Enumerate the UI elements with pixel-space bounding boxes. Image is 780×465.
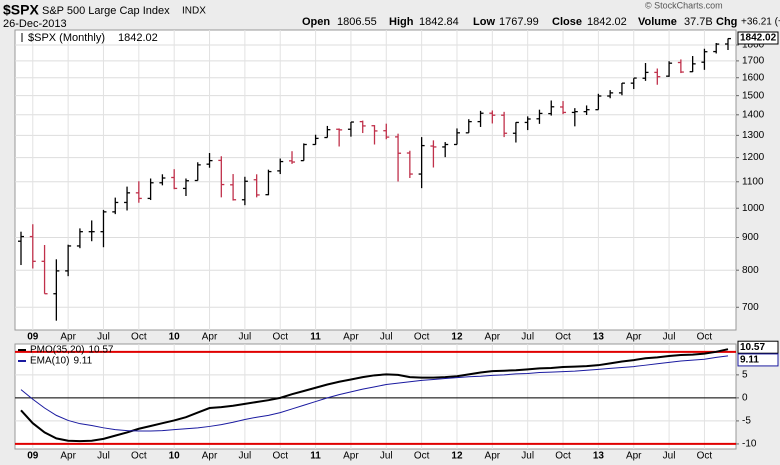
x-tick-label: Apr (626, 451, 642, 462)
y-tick-label: 1400 (742, 109, 765, 120)
y-tick-label: 1600 (742, 72, 765, 83)
x-tick-label: Jul (521, 332, 534, 343)
x-tick-label: Apr (343, 332, 359, 343)
symbol: $SPX (3, 2, 39, 18)
pmo-line (20, 348, 729, 443)
pmo-line (20, 355, 729, 432)
x-tick-label: Oct (414, 451, 430, 462)
x-tick-label: Apr (626, 332, 642, 343)
x-tick-label: 12 (451, 332, 463, 343)
legend-label: EMA(10) (30, 356, 69, 367)
y-tick-label: 1000 (742, 203, 765, 214)
y-tick-label: 1500 (742, 90, 765, 101)
legend-label: $SPX (Monthly) (28, 32, 105, 44)
x-tick-label: 11 (310, 332, 321, 343)
legend-value: 10.57 (88, 345, 113, 356)
x-tick-label: Apr (343, 451, 359, 462)
x-tick-label: Jul (97, 332, 110, 343)
y-tick-label: 5 (742, 369, 748, 380)
x-tick-label: Apr (60, 332, 76, 343)
high-label: High (389, 16, 414, 28)
legend-value: 9.11 (73, 356, 92, 367)
index-name: S&P 500 Large Cap Index (42, 5, 170, 17)
price-panel (14, 29, 737, 331)
date: 26-Dec-2013 (3, 18, 67, 30)
x-tick-label: Apr (202, 332, 218, 343)
x-tick-label: Oct (131, 451, 147, 462)
last-value-label: 9.11 (740, 355, 759, 366)
exchange: INDX (182, 6, 206, 17)
x-tick-label: Jul (238, 332, 251, 343)
y-tick-label: 1100 (742, 176, 764, 187)
open-label: Open (302, 16, 330, 28)
low-value: 1767.99 (499, 16, 539, 28)
x-tick-label: 12 (451, 451, 463, 462)
credit: © StockCharts.com (645, 0, 723, 10)
x-tick-label: 09 (27, 332, 39, 343)
close-label: Close (552, 16, 582, 28)
x-tick-label: 13 (593, 451, 605, 462)
low-label: Low (473, 16, 495, 28)
volume-label: Volume (638, 16, 677, 28)
x-tick-label: Oct (272, 332, 288, 343)
x-tick-label: Apr (202, 451, 218, 462)
x-tick-label: Oct (697, 332, 713, 343)
x-tick-label: Jul (380, 332, 393, 343)
last-value-label: 10.57 (740, 342, 765, 353)
x-tick-label: Oct (555, 451, 571, 462)
y-tick-label: 1300 (742, 130, 765, 141)
x-tick-label: 13 (593, 332, 605, 343)
last-price-label: 1842.02 (740, 33, 777, 44)
x-tick-label: Apr (485, 451, 501, 462)
x-tick-label: Jul (663, 332, 676, 343)
legend-value: 1842.02 (118, 32, 158, 44)
high-value: 1842.84 (419, 16, 459, 28)
x-tick-label: 09 (27, 451, 39, 462)
y-tick-label: 700 (742, 302, 759, 313)
last-value-label-box (737, 340, 779, 354)
open-value: 1806.55 (337, 16, 377, 28)
volume-value: 37.7B (684, 16, 713, 28)
x-tick-label: Jul (97, 451, 110, 462)
x-tick-label: Oct (555, 332, 571, 343)
y-tick-label: 1700 (742, 56, 765, 67)
x-tick-label: Jul (663, 451, 676, 462)
close-value: 1842.02 (587, 16, 627, 28)
y-tick-label: 1200 (742, 152, 765, 163)
last-value-label-box (737, 353, 779, 367)
x-tick-label: Oct (414, 332, 430, 343)
x-tick-label: Oct (272, 451, 288, 462)
x-tick-label: Apr (485, 332, 501, 343)
x-tick-label: Oct (131, 332, 147, 343)
y-tick-label: 1800 (742, 40, 765, 51)
x-tick-label: 10 (169, 332, 181, 343)
x-tick-label: Jul (238, 451, 251, 462)
x-tick-label: Oct (697, 451, 713, 462)
y-tick-label: 800 (742, 265, 759, 276)
x-tick-label: 11 (310, 451, 321, 462)
x-tick-label: Apr (60, 451, 76, 462)
chg-value: +36.21 (+2.01%) (741, 17, 780, 28)
y-tick-label: 900 (742, 232, 759, 243)
chg-label: Chg (716, 16, 737, 28)
legend-label: PMO(35,20) (30, 345, 84, 356)
y-tick-label: 0 (742, 393, 748, 404)
x-tick-label: Jul (380, 451, 393, 462)
x-tick-label: Jul (521, 451, 534, 462)
y-tick-label: -5 (742, 416, 751, 427)
last-price-label-box (737, 31, 779, 45)
x-tick-label: 10 (169, 451, 181, 462)
y-tick-label: -10 (742, 439, 757, 450)
